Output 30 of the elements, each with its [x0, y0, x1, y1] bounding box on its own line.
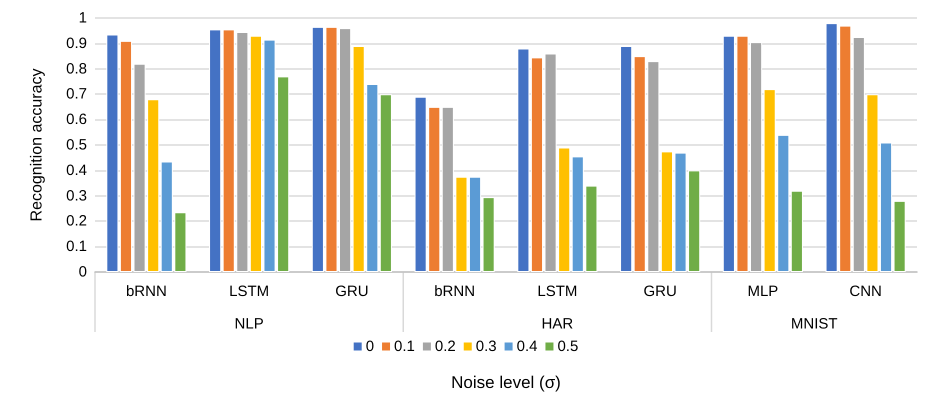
- legend-label: 0.5: [557, 338, 578, 355]
- legend-label: 0.1: [394, 338, 415, 355]
- legend-label: 0.2: [434, 338, 456, 355]
- y-tick-label: 0.9: [66, 34, 87, 52]
- x-tick-label: MLP: [747, 283, 778, 300]
- y-tick-label: 1: [78, 10, 87, 26]
- x-tick-label: CNN: [849, 283, 882, 300]
- x-tick-label: GRU: [335, 283, 369, 300]
- x-tick-label: LSTM: [537, 283, 578, 300]
- y-tick-label: 0: [78, 264, 87, 280]
- text: MNIST: [790, 316, 838, 332]
- y-tick-label: 0.3: [66, 187, 87, 204]
- x-tick-label: bRNN: [434, 283, 476, 300]
- legend-label: 0: [366, 338, 374, 355]
- legend-label: 0.4: [516, 338, 538, 355]
- x-axis-title: Noise level (σ): [450, 372, 562, 394]
- y-tick-label: 0.1: [66, 238, 87, 256]
- y-tick-label: 0.8: [66, 60, 87, 78]
- text: NLP: [234, 316, 264, 332]
- x-tick-label: GRU: [643, 283, 677, 300]
- x-tick-label: bRNN: [126, 283, 167, 300]
- x-tick-label: LSTM: [229, 283, 270, 300]
- y-axis-title: Recognition accuracy: [28, 68, 46, 222]
- y-tick-label: 0.2: [66, 212, 87, 230]
- legend-label: 0.3: [476, 338, 497, 355]
- y-tick-label: 0.6: [66, 111, 87, 128]
- y-tick-label: 0.4: [66, 162, 87, 179]
- y-tick-label: 0.5: [66, 136, 87, 154]
- y-tick-label: 0.7: [66, 86, 87, 103]
- text: HAR: [542, 316, 574, 332]
